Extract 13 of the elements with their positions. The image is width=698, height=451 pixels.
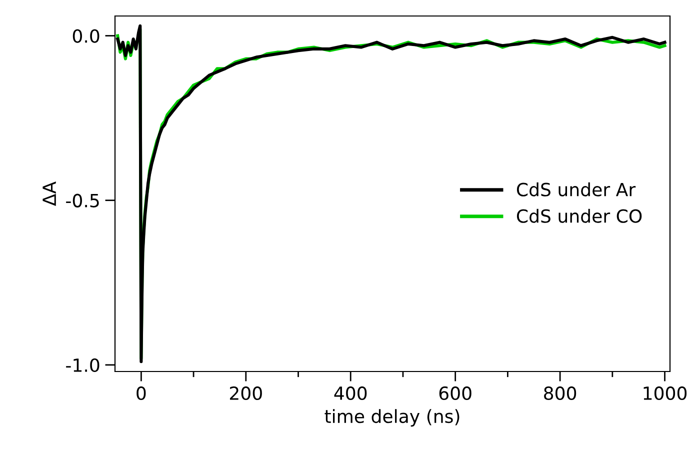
x-tick-label: 0	[136, 386, 146, 400]
x-axis-title: time delay (ns)	[324, 409, 460, 427]
x-tick-label: 200	[230, 386, 262, 400]
y-tick-label: -1.0	[66, 358, 100, 372]
legend-label: CdS under CO	[516, 208, 642, 223]
legend-label: CdS under Ar	[516, 182, 636, 196]
x-tick-label: 800	[544, 386, 576, 400]
x-tick-label: 400	[334, 386, 367, 400]
y-axis-title: ΔA	[42, 182, 56, 206]
x-tick-label: 600	[439, 386, 472, 400]
x-tick-label: 1000	[644, 386, 687, 400]
y-tick-label: -0.5	[66, 194, 99, 208]
y-tick-label: 0.0	[72, 29, 100, 43]
